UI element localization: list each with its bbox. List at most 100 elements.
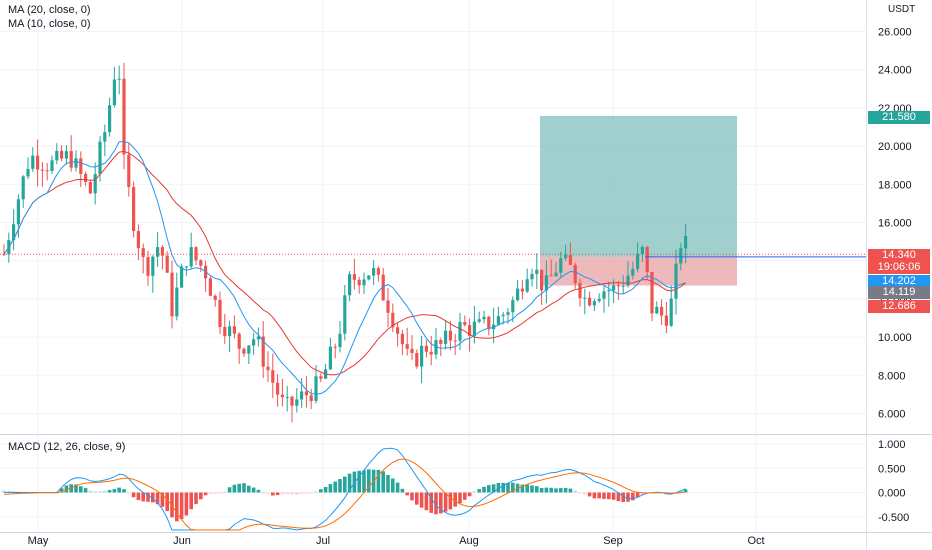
candle-body [660, 306, 664, 316]
macd-bar [611, 492, 616, 500]
macd-bar [539, 487, 544, 493]
macd-bar [11, 491, 16, 493]
candle-body [655, 306, 659, 314]
candle-body [650, 271, 654, 314]
macd-bar [199, 492, 203, 500]
macd-bar [251, 487, 256, 493]
candle-body [458, 321, 462, 341]
macd-bar [463, 492, 467, 500]
macd-bar [271, 492, 275, 496]
macd-line [4, 447, 686, 531]
macd-bar [467, 492, 472, 497]
macd-bar [631, 492, 635, 501]
candle-body [573, 264, 577, 284]
macd-bar [568, 488, 573, 493]
macd-bar [69, 484, 73, 493]
candle-body [640, 246, 644, 255]
macd-bar [683, 489, 688, 493]
macd-bar [386, 474, 390, 493]
candle-body [357, 279, 361, 286]
candle-body [544, 275, 548, 291]
candle-body [621, 285, 625, 287]
macd-bar [309, 492, 313, 494]
macd-bar [419, 492, 424, 508]
candle-body [252, 339, 256, 346]
signal-line [3, 458, 686, 531]
macd-bar [266, 492, 270, 494]
candle-body [626, 275, 630, 286]
macd-bar [424, 492, 429, 511]
macd-bar [227, 487, 232, 493]
y-tick-label: 6.000 [878, 409, 906, 421]
candle-body [319, 376, 323, 379]
ma10-legend[interactable]: MA (10, close, 0) [8, 18, 91, 30]
macd-y-tick-label: 1.000 [878, 439, 906, 451]
macd-bar [127, 492, 131, 494]
macd-bar [626, 492, 630, 502]
macd-bar [391, 478, 395, 493]
macd-bar [146, 492, 150, 502]
ma10-price-tag: 14.202 [868, 275, 930, 288]
candle-body [290, 396, 294, 406]
macd-bar [160, 492, 165, 507]
macd-y-tick-label: 0.500 [878, 463, 906, 475]
macd-bar [381, 471, 385, 493]
candle-body [328, 346, 332, 370]
candle-body [352, 274, 356, 280]
candle-body [554, 272, 558, 276]
candle-body [492, 324, 496, 330]
candle-body [266, 366, 270, 371]
macd-bar [338, 479, 342, 493]
candle-body [93, 174, 97, 194]
candle-body [616, 285, 620, 287]
candle-body [434, 339, 438, 355]
candle-body [674, 263, 678, 299]
candle-body [12, 224, 16, 241]
candle-body [170, 272, 174, 317]
macd-bar [400, 488, 405, 493]
x-tick-label: May [28, 535, 49, 547]
candle-body [405, 344, 409, 349]
candle-body [472, 321, 476, 336]
macd-legend[interactable]: MACD (12, 26, close, 9) [8, 441, 126, 453]
macd-bar [304, 492, 309, 494]
macd-bar [247, 485, 251, 493]
macd-bar [179, 492, 184, 520]
candle-body [530, 273, 534, 280]
candle-body [511, 300, 515, 313]
candle-body [60, 150, 64, 159]
macd-bar [7, 490, 11, 493]
macd-bar [472, 491, 477, 493]
candle-body [228, 326, 232, 337]
candle-body [636, 254, 640, 269]
y-tick-label: 18.000 [878, 179, 912, 191]
candle-body [69, 151, 73, 168]
candle-body [304, 391, 308, 396]
y-tick-label: 26.000 [878, 27, 912, 39]
candle-body [597, 298, 601, 302]
macd-bar [343, 476, 347, 493]
macd-bar [573, 490, 577, 493]
macd-bar [621, 492, 625, 502]
macd-bar [429, 492, 433, 513]
y-tick-label: 24.000 [878, 65, 912, 77]
macd-bar [131, 492, 136, 498]
candle-body [535, 269, 539, 274]
macd-bar [405, 492, 409, 496]
ma20-legend[interactable]: MA (20, close, 0) [8, 4, 91, 16]
candle-body [247, 345, 251, 354]
candle-body [607, 290, 611, 292]
candle-body [189, 247, 193, 267]
x-tick-label: Sep [603, 535, 623, 547]
macd-bar [439, 492, 443, 514]
candle-body [26, 168, 30, 177]
candle-body [108, 105, 112, 133]
macd-bar [491, 484, 496, 493]
macd-bar [223, 491, 227, 493]
macd-bar [184, 492, 189, 516]
candle-body [448, 330, 452, 341]
candle-body [338, 333, 342, 348]
macd-bar [549, 487, 553, 493]
candle-body [151, 256, 155, 276]
